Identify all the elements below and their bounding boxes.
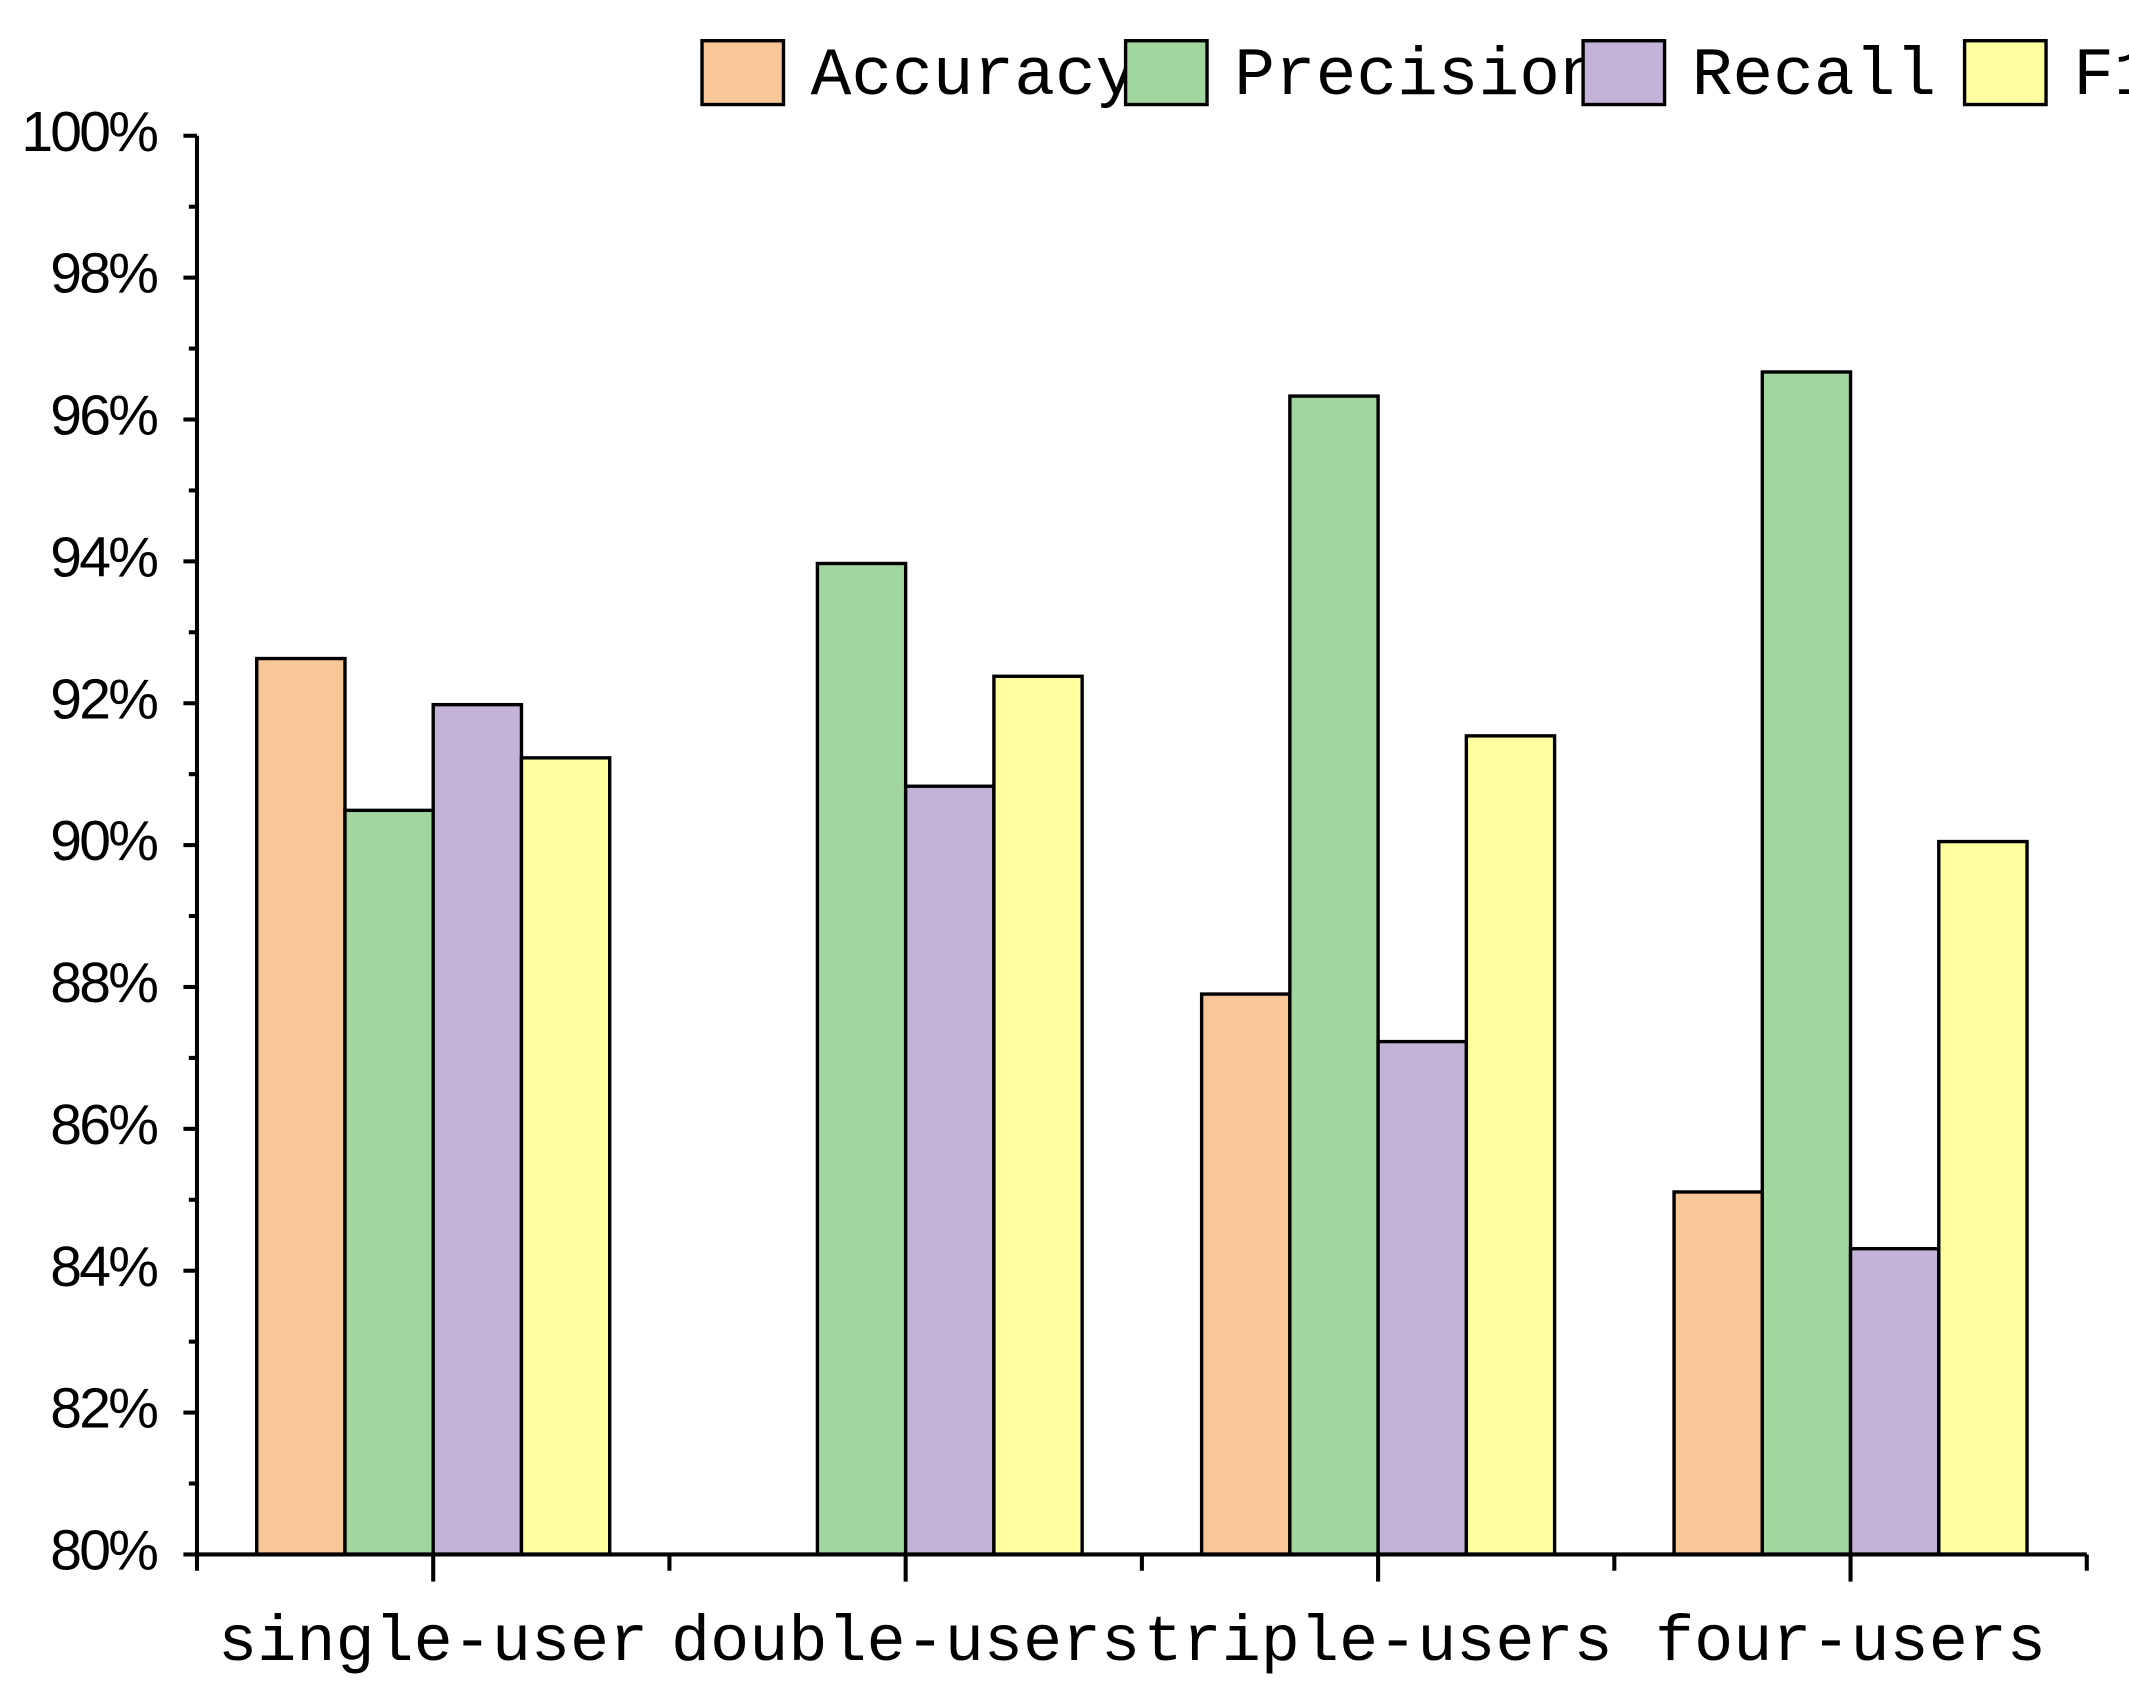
y-tick-label: 98% xyxy=(50,242,157,306)
bar xyxy=(903,784,996,1557)
y-tick-label: 90% xyxy=(50,809,157,873)
y-tick-label: 84% xyxy=(50,1235,157,1299)
bar xyxy=(1199,992,1292,1557)
bar xyxy=(431,702,524,1557)
legend-swatch xyxy=(1581,39,1667,107)
bar xyxy=(815,561,908,1557)
bar xyxy=(255,656,347,1557)
legend-label: Accuracy xyxy=(811,38,1137,115)
bar xyxy=(1848,1247,1941,1557)
y-tick-label: 96% xyxy=(50,384,157,448)
legend-label: Precision xyxy=(1234,38,1601,115)
bar xyxy=(343,808,435,1557)
legend-label: Recall xyxy=(1692,38,1936,115)
y-tick-label: 88% xyxy=(50,951,157,1015)
legend-swatch xyxy=(1962,39,2048,107)
bar xyxy=(1760,370,1853,1557)
x-tick-label: four-users xyxy=(1655,1606,2046,1680)
bar xyxy=(1937,839,2029,1557)
bar xyxy=(992,674,1084,1557)
x-tick-label: triple-users xyxy=(1144,1606,1613,1680)
x-tick-label: double-users xyxy=(671,1606,1140,1680)
y-tick-label: 92% xyxy=(50,667,157,731)
y-tick-label: 94% xyxy=(50,525,157,589)
legend-swatch xyxy=(700,39,786,107)
y-tick-label: 100% xyxy=(21,100,157,164)
bar xyxy=(1288,394,1380,1557)
y-tick-label: 82% xyxy=(50,1377,157,1441)
bar xyxy=(1464,734,1557,1557)
x-tick-label: single-user xyxy=(218,1606,648,1680)
y-tick-label: 80% xyxy=(50,1519,157,1583)
bar xyxy=(519,756,612,1557)
bar xyxy=(1376,1039,1469,1557)
bar xyxy=(1672,1190,1765,1557)
legend-label: F1 xyxy=(2073,38,2129,115)
y-tick-label: 86% xyxy=(50,1093,157,1157)
legend-swatch xyxy=(1123,39,1209,107)
